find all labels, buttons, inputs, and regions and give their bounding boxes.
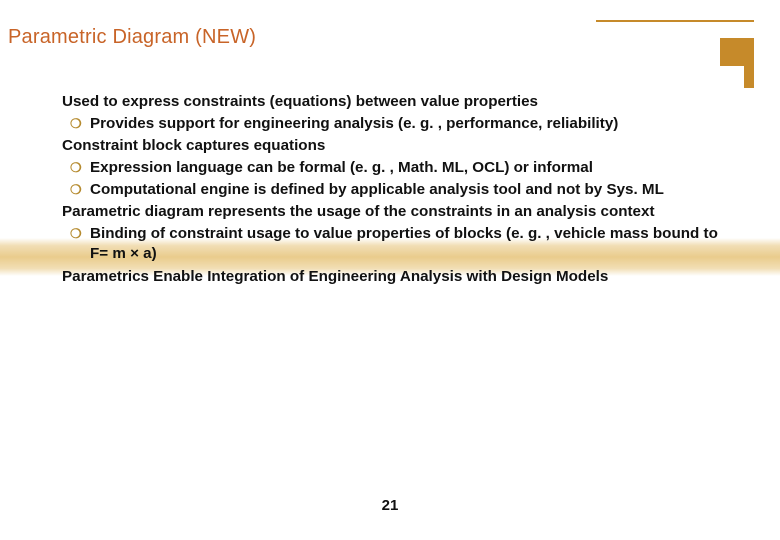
bullet-level-1: ❍ Computational engine is defined by appl… — [62, 180, 732, 200]
bullet-level-1: ❍ Provides support for engineering analys… — [62, 114, 732, 134]
bullet-level-0: Parametrics Enable Integration of Engine… — [62, 267, 732, 287]
bullet-icon: ❍ — [70, 115, 82, 132]
bullet-icon: ❍ — [70, 181, 82, 198]
bullet-icon: ❍ — [70, 225, 82, 242]
bullet-level-1: ❍ Expression language can be formal (e. g… — [62, 158, 732, 178]
decoration-top-line — [596, 20, 754, 22]
bullet-icon: ❍ — [70, 159, 82, 176]
bullet-text: Provides support for engineering analysi… — [90, 115, 618, 132]
bullet-text: Parametric diagram represents the usage … — [62, 203, 655, 220]
bullet-text: Expression language can be formal (e. g.… — [90, 159, 593, 176]
slide-title: Parametric Diagram (NEW) — [8, 26, 256, 49]
bullet-text: Constraint block captures equations — [62, 137, 325, 154]
bullet-text: Computational engine is defined by appli… — [90, 181, 664, 198]
bullet-text: Used to express constraints (equations) … — [62, 93, 538, 110]
decoration-corner-stem — [744, 66, 754, 88]
bullet-text: Parametrics Enable Integration of Engine… — [62, 268, 608, 285]
bullet-level-1: ❍ Binding of constraint usage to value pr… — [62, 224, 732, 264]
bullet-level-0: Constraint block captures equations — [62, 136, 732, 156]
bullet-level-0: Parametric diagram represents the usage … — [62, 202, 732, 222]
bullet-level-0: Used to express constraints (equations) … — [62, 92, 732, 112]
slide-title-wrap: Parametric Diagram (NEW) — [8, 26, 256, 49]
page-number: 21 — [0, 497, 780, 514]
slide-body: Used to express constraints (equations) … — [62, 92, 732, 289]
decoration-corner-box — [720, 38, 754, 66]
bullet-text: Binding of constraint usage to value pro… — [90, 225, 718, 262]
